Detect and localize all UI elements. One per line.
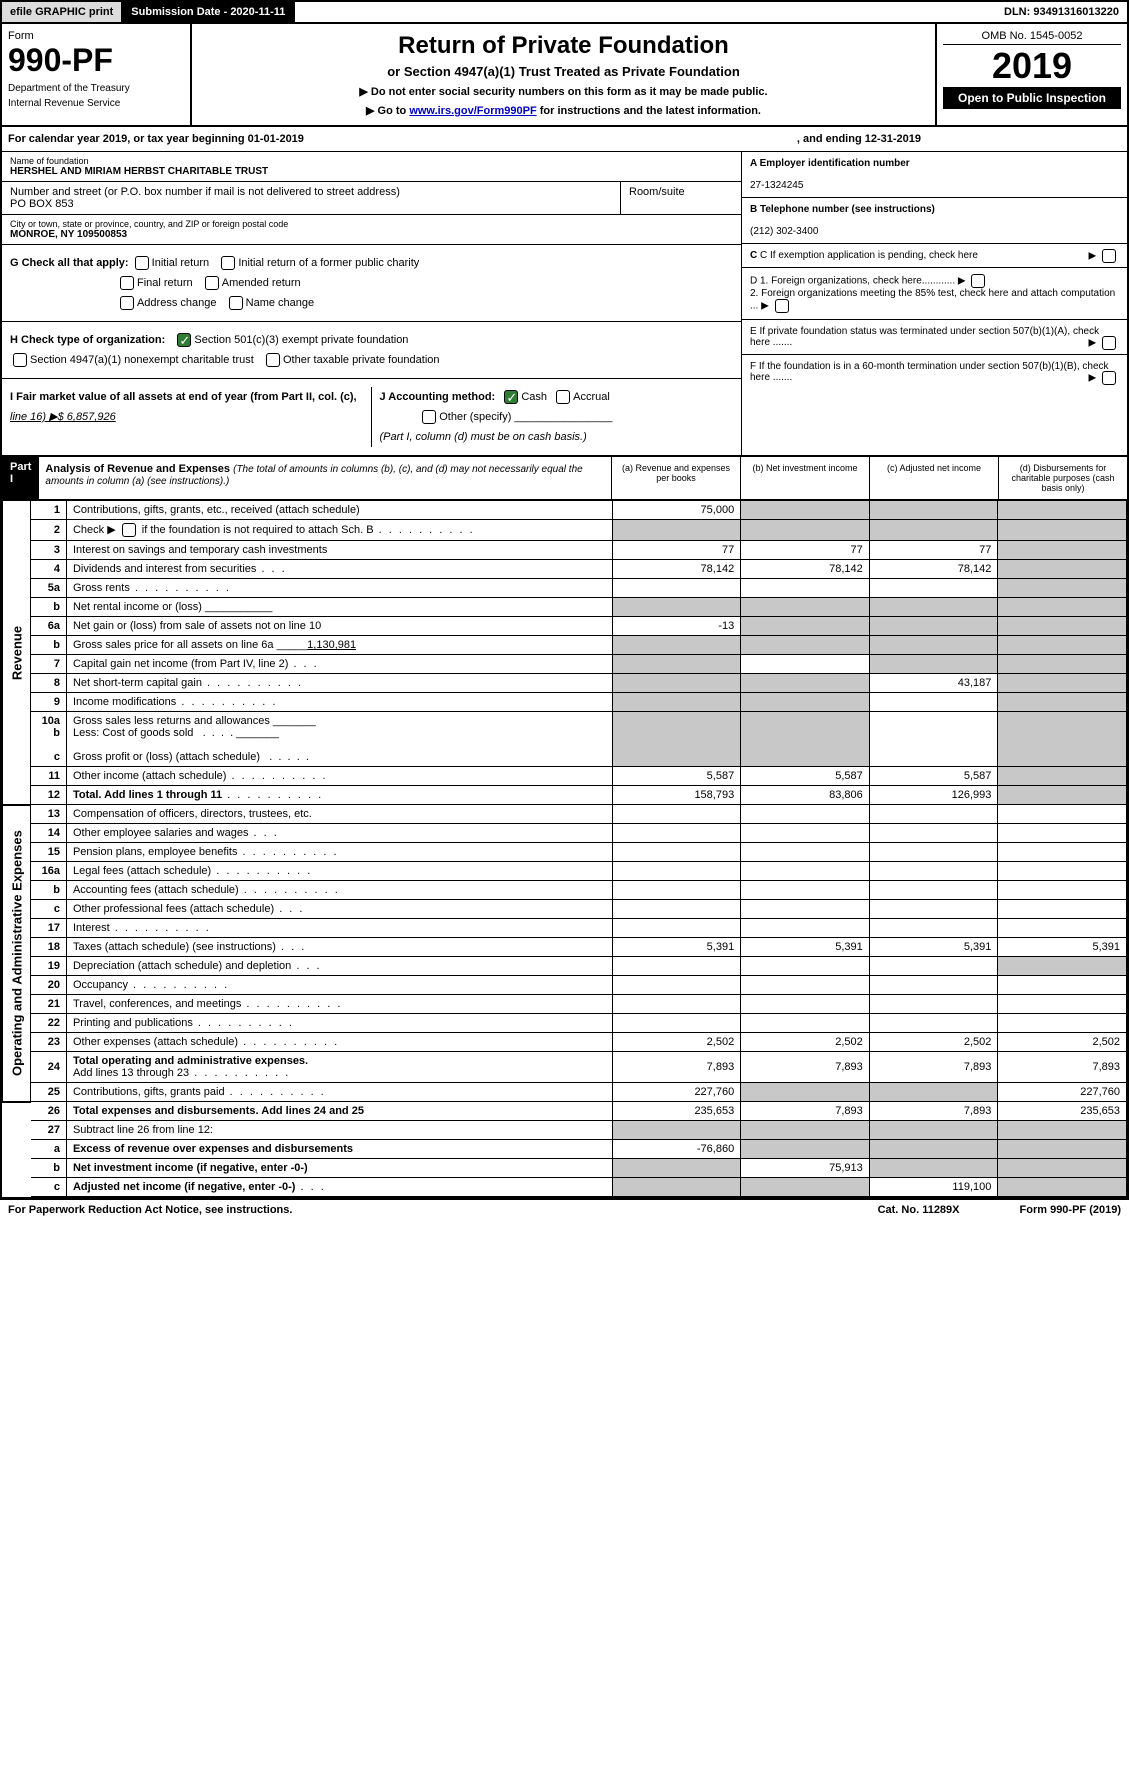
tax-year: 2019: [943, 45, 1121, 87]
e-checkbox[interactable]: [1102, 336, 1116, 350]
c-checkbox[interactable]: [1102, 249, 1116, 263]
paperwork-notice: For Paperwork Reduction Act Notice, see …: [8, 1204, 292, 1216]
part1-title: Analysis of Revenue and Expenses: [45, 463, 230, 475]
h-check-row: H Check type of organization: Section 50…: [2, 322, 741, 379]
address-change-checkbox[interactable]: [120, 296, 134, 310]
calendar-year-row: For calendar year 2019, or tax year begi…: [2, 127, 1127, 152]
form-footer: Form 990-PF (2019): [1020, 1204, 1121, 1216]
form-subtitle: or Section 4947(a)(1) Trust Treated as P…: [200, 64, 927, 79]
initial-former-checkbox[interactable]: [221, 256, 235, 270]
c-exemption: C If exemption application is pending, c…: [760, 250, 978, 261]
initial-return-checkbox[interactable]: [135, 256, 149, 270]
foundation-address: PO BOX 853: [10, 198, 612, 210]
top-bar: efile GRAPHIC print Submission Date - 20…: [2, 2, 1127, 24]
other-method-checkbox[interactable]: [422, 410, 436, 424]
revenue-side-label: Revenue: [3, 501, 31, 805]
ij-row: I Fair market value of all assets at end…: [2, 379, 741, 455]
dept-irs: Internal Revenue Service: [8, 98, 184, 109]
room-label: Room/suite: [629, 186, 733, 198]
form-number: 990-PF: [8, 42, 184, 79]
accrual-checkbox[interactable]: [556, 390, 570, 404]
col-a-header: (a) Revenue and expenses per books: [612, 457, 741, 499]
col-c-header: (c) Adjusted net income: [870, 457, 999, 499]
d1-foreign: D 1. Foreign organizations, check here..…: [750, 276, 955, 287]
dln: DLN: 93491316013220: [996, 2, 1127, 22]
irs-link[interactable]: www.irs.gov/Form990PF: [409, 105, 536, 117]
501c3-checkbox[interactable]: [177, 333, 191, 347]
part1-table: Revenue 1Contributions, gifts, grants, e…: [2, 500, 1127, 1197]
ssn-note: ▶ Do not enter social security numbers o…: [200, 85, 927, 98]
foundation-name: HERSHEL AND MIRIAM HERBST CHARITABLE TRU…: [10, 166, 733, 177]
name-change-checkbox[interactable]: [229, 296, 243, 310]
fmv-value: line 16) ▶$ 6,857,926: [10, 411, 116, 423]
ein-label: A Employer identification number: [750, 158, 910, 169]
d1-checkbox[interactable]: [971, 274, 985, 288]
phone-value: (212) 302-3400: [750, 226, 818, 237]
form-label: Form: [8, 30, 184, 42]
dept-treasury: Department of the Treasury: [8, 83, 184, 94]
phone-label: B Telephone number (see instructions): [750, 204, 935, 215]
form-header: Form 990-PF Department of the Treasury I…: [2, 24, 1127, 127]
part1-badge: Part I: [2, 457, 39, 499]
e-terminated: E If private foundation status was termi…: [750, 326, 1099, 348]
col-d-header: (d) Disbursements for charitable purpose…: [999, 457, 1127, 499]
omb-number: OMB No. 1545-0052: [943, 30, 1121, 45]
cash-checkbox[interactable]: [504, 390, 518, 404]
name-label: Name of foundation: [10, 156, 733, 166]
4947a1-checkbox[interactable]: [13, 353, 27, 367]
col-b-header: (b) Net investment income: [741, 457, 870, 499]
submission-date: Submission Date - 2020-11-11: [123, 2, 295, 22]
footer-row: For Paperwork Reduction Act Notice, see …: [0, 1199, 1129, 1220]
cash-basis-note: (Part I, column (d) must be on cash basi…: [380, 431, 587, 443]
other-taxable-checkbox[interactable]: [266, 353, 280, 367]
cat-number: Cat. No. 11289X: [878, 1204, 960, 1216]
amended-return-checkbox[interactable]: [205, 276, 219, 290]
schb-checkbox[interactable]: [122, 523, 136, 537]
final-return-checkbox[interactable]: [120, 276, 134, 290]
goto-note: ▶ Go to www.irs.gov/Form990PF for instru…: [200, 104, 927, 117]
g-check-row: G Check all that apply: Initial return I…: [2, 245, 741, 322]
d2-foreign: 2. Foreign organizations meeting the 85%…: [750, 288, 1115, 312]
line6b-value: 1,130,981: [307, 639, 356, 651]
city-label: City or town, state or province, country…: [10, 219, 733, 229]
opex-side-label: Operating and Administrative Expenses: [3, 805, 31, 1102]
ein-value: 27-1324245: [750, 180, 803, 191]
form-title: Return of Private Foundation: [200, 32, 927, 60]
foundation-city: MONROE, NY 109500853: [10, 229, 733, 240]
open-inspection: Open to Public Inspection: [943, 87, 1121, 109]
f-checkbox[interactable]: [1102, 371, 1116, 385]
efile-label: efile GRAPHIC print: [2, 2, 123, 22]
f-60month: F If the foundation is in a 60-month ter…: [750, 361, 1109, 383]
part1-header-row: Part I Analysis of Revenue and Expenses …: [2, 457, 1127, 500]
d2-checkbox[interactable]: [775, 299, 789, 313]
addr-label: Number and street (or P.O. box number if…: [10, 186, 612, 198]
